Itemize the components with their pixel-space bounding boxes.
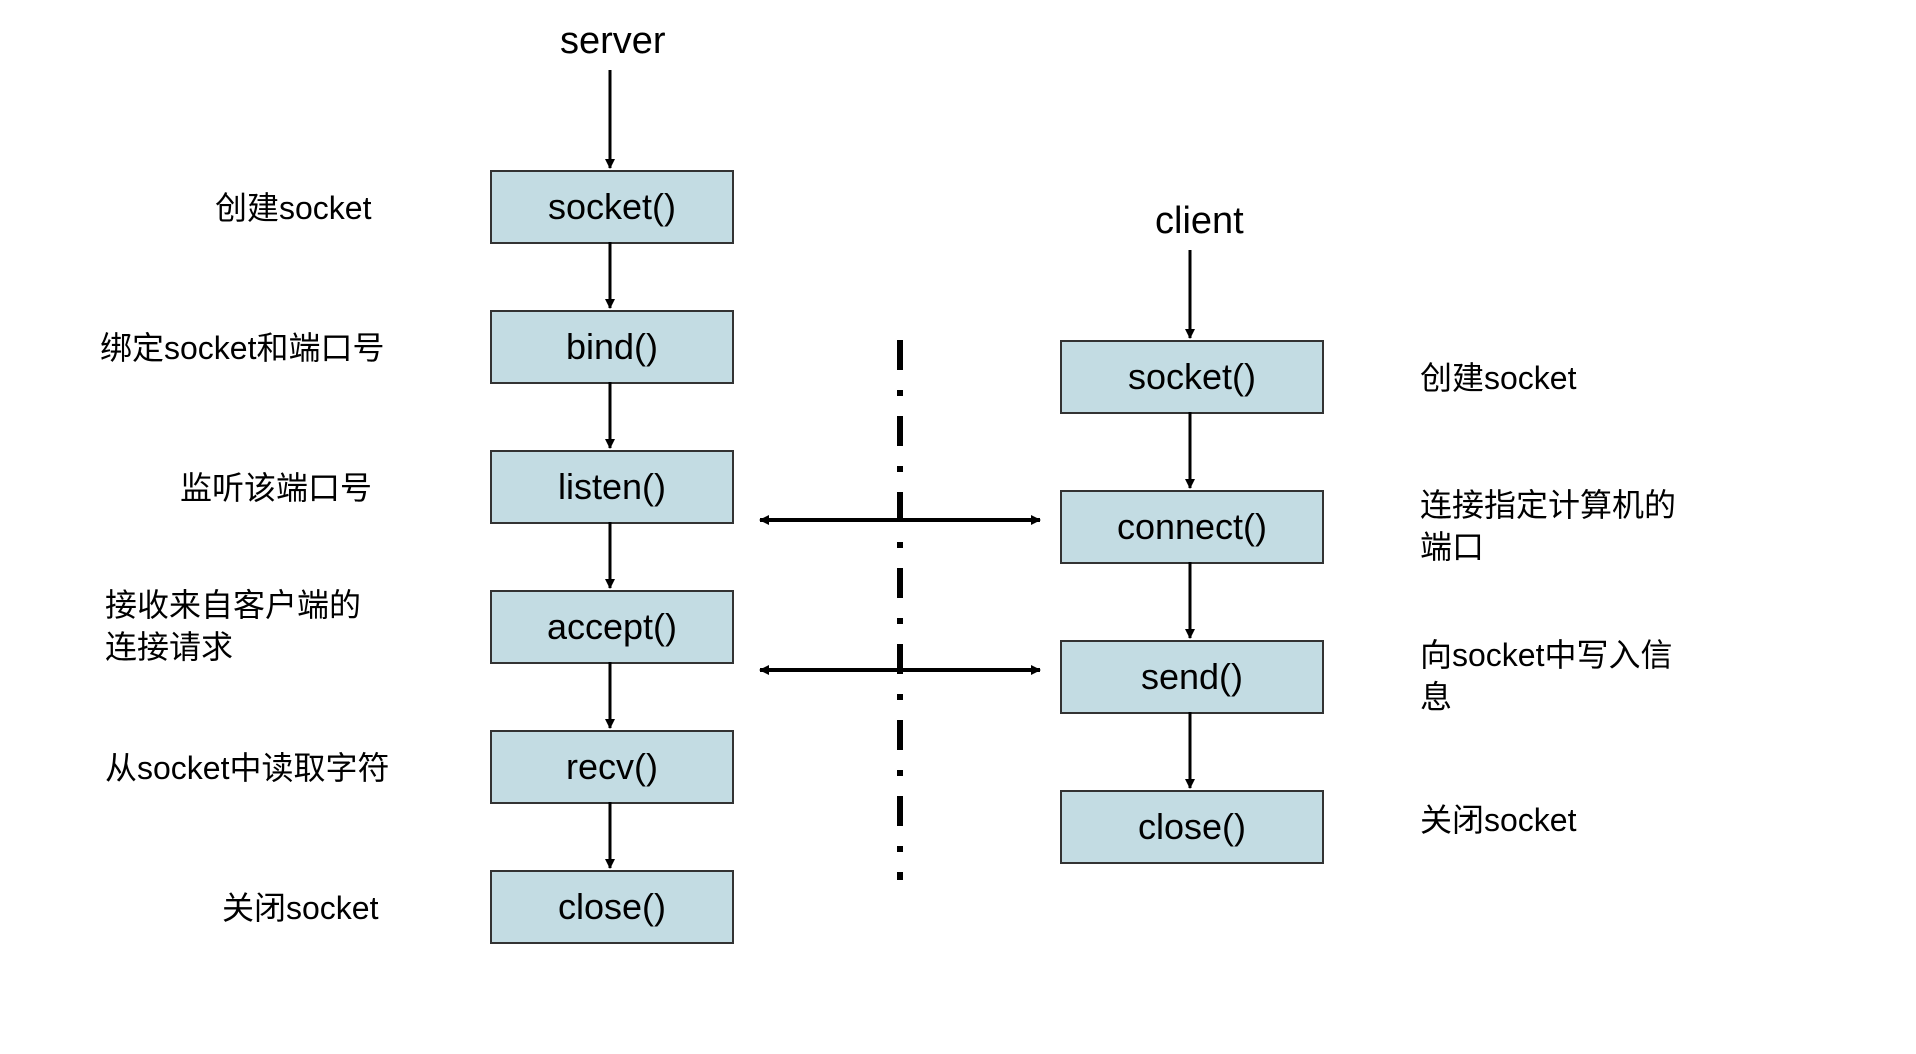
server-step-recv: recv() <box>490 730 734 804</box>
server-step-bind: bind() <box>490 310 734 384</box>
server-title: server <box>560 20 666 63</box>
client-step-send: send() <box>1060 640 1324 714</box>
client-title: client <box>1155 200 1244 243</box>
server-step-listen: listen() <box>490 450 734 524</box>
server-label-accept: 接收来自客户端的 连接请求 <box>105 585 361 668</box>
server-label-socket: 创建socket <box>215 188 372 230</box>
server-step-socket: socket() <box>490 170 734 244</box>
server-label-listen: 监听该端口号 <box>180 468 372 510</box>
server-label-bind: 绑定socket和端口号 <box>100 328 385 370</box>
client-step-close: close() <box>1060 790 1324 864</box>
server-step-accept: accept() <box>490 590 734 664</box>
client-label-connect: 连接指定计算机的 端口 <box>1420 485 1676 568</box>
client-step-connect: connect() <box>1060 490 1324 564</box>
server-label-recv: 从socket中读取字符 <box>105 748 390 790</box>
client-label-socket: 创建socket <box>1420 358 1577 400</box>
server-step-close: close() <box>490 870 734 944</box>
client-label-send: 向socket中写入信 息 <box>1420 635 1673 718</box>
flowchart-canvas: server client socket() 创建socket bind() 绑… <box>0 0 1916 1054</box>
client-label-close: 关闭socket <box>1420 800 1577 842</box>
client-step-socket: socket() <box>1060 340 1324 414</box>
server-label-close: 关闭socket <box>222 888 379 930</box>
